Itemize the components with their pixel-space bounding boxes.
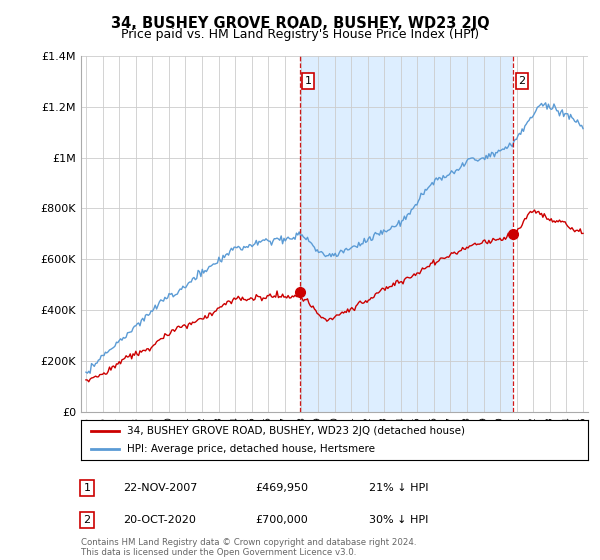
Text: 2: 2: [83, 515, 91, 525]
Text: 34, BUSHEY GROVE ROAD, BUSHEY, WD23 2JQ: 34, BUSHEY GROVE ROAD, BUSHEY, WD23 2JQ: [110, 16, 490, 31]
Text: 22-NOV-2007: 22-NOV-2007: [123, 483, 197, 493]
Text: 34, BUSHEY GROVE ROAD, BUSHEY, WD23 2JQ (detached house): 34, BUSHEY GROVE ROAD, BUSHEY, WD23 2JQ …: [127, 426, 464, 436]
Text: HPI: Average price, detached house, Hertsmere: HPI: Average price, detached house, Hert…: [127, 445, 374, 454]
Text: 2: 2: [518, 76, 526, 86]
Text: 30% ↓ HPI: 30% ↓ HPI: [369, 515, 428, 525]
Text: 1: 1: [305, 76, 311, 86]
Text: £700,000: £700,000: [255, 515, 308, 525]
Text: £469,950: £469,950: [255, 483, 308, 493]
Text: Price paid vs. HM Land Registry's House Price Index (HPI): Price paid vs. HM Land Registry's House …: [121, 28, 479, 41]
Text: 21% ↓ HPI: 21% ↓ HPI: [369, 483, 428, 493]
Text: Contains HM Land Registry data © Crown copyright and database right 2024.
This d: Contains HM Land Registry data © Crown c…: [81, 538, 416, 557]
Text: 20-OCT-2020: 20-OCT-2020: [123, 515, 196, 525]
Text: 1: 1: [83, 483, 91, 493]
Bar: [300, 56, 514, 412]
